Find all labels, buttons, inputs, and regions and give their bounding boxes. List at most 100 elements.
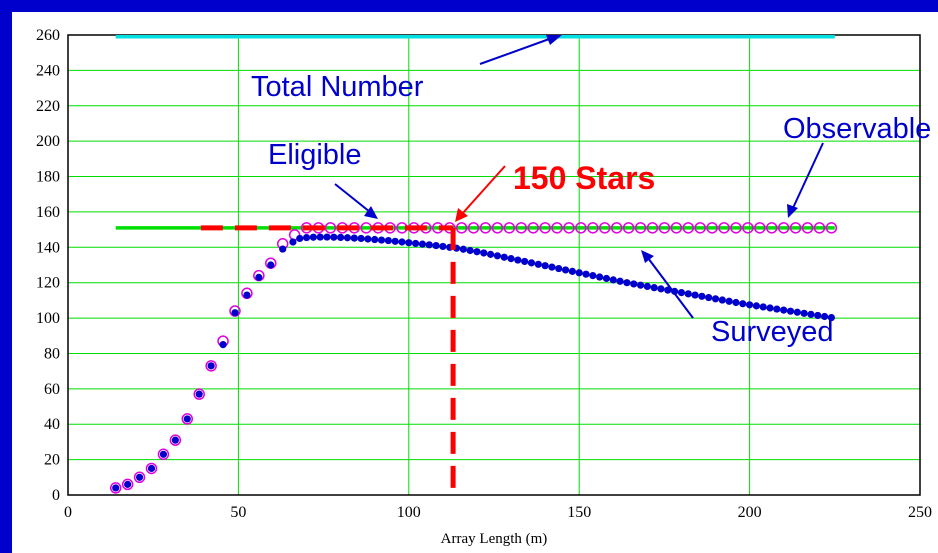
grid xyxy=(68,35,920,495)
series-surveyed-point xyxy=(219,341,227,349)
series-surveyed-point xyxy=(425,241,433,249)
series-observable-point xyxy=(121,478,134,491)
series-surveyed-point xyxy=(171,436,179,444)
series-observable-point xyxy=(145,462,158,475)
series-surveyed-point xyxy=(636,281,645,289)
series-surveyed-point xyxy=(623,279,631,287)
series-surveyed-point xyxy=(343,234,352,242)
x-tick-label: 100 xyxy=(397,504,421,521)
series-surveyed-point xyxy=(330,233,338,241)
y-tick-label: 40 xyxy=(44,416,60,433)
arrow-150-stars xyxy=(461,165,506,215)
series-surveyed-point xyxy=(391,237,399,245)
series-surveyed-point xyxy=(309,233,317,241)
series-surveyed-point xyxy=(147,464,156,473)
series-observable-point xyxy=(455,222,468,234)
series-surveyed-point xyxy=(466,246,474,255)
series-surveyed-point xyxy=(548,263,556,271)
series-surveyed-point xyxy=(657,285,665,293)
series-observable-point xyxy=(801,222,814,234)
series-surveyed-point xyxy=(596,273,604,281)
annotation-150-stars: 150 Stars xyxy=(513,160,655,196)
series-observable-point xyxy=(610,222,623,234)
series-observable-point xyxy=(169,434,182,446)
series-surveyed-point xyxy=(135,473,144,481)
series-surveyed-point xyxy=(486,250,495,258)
series-surveyed-point xyxy=(384,236,392,245)
series-observable-point xyxy=(193,388,205,400)
arrowhead-surveyed xyxy=(641,250,654,263)
series-observable-point xyxy=(587,222,599,234)
series-surveyed-point xyxy=(691,291,699,299)
series-surveyed-point xyxy=(473,248,481,256)
x-tick-label: 0 xyxy=(64,504,72,521)
series-observable-point xyxy=(742,222,754,234)
series-surveyed-point xyxy=(302,233,311,242)
series-surveyed-point xyxy=(432,241,440,250)
y-tick-label: 220 xyxy=(36,98,60,115)
series-surveyed-point xyxy=(418,240,427,248)
series-observable-point xyxy=(324,222,337,234)
series-surveyed-point xyxy=(357,234,365,243)
series-observable-point xyxy=(813,222,826,234)
series-observable-point xyxy=(515,222,528,234)
arrow-surveyed xyxy=(647,257,694,319)
series-surveyed-point xyxy=(207,362,215,370)
series-surveyed-point xyxy=(589,272,597,280)
series-surveyed-point xyxy=(780,306,788,314)
series-surveyed-point xyxy=(405,239,413,247)
series-surveyed-point xyxy=(195,390,203,398)
series-observable-point xyxy=(109,482,122,494)
arrowhead-observable xyxy=(787,204,798,218)
series-surveyed-point xyxy=(255,273,263,281)
x-tick-label: 200 xyxy=(738,504,762,521)
series-surveyed-point xyxy=(364,235,372,243)
series-observable-point xyxy=(694,222,706,234)
annotation-surveyed: Surveyed xyxy=(711,316,834,348)
series-surveyed-point xyxy=(827,313,835,322)
series-surveyed-point xyxy=(534,260,542,268)
series-surveyed-point xyxy=(786,307,795,315)
series-surveyed-point xyxy=(459,245,467,253)
series-surveyed-point xyxy=(568,267,576,275)
series-surveyed-point xyxy=(514,256,522,264)
y-tick-label: 60 xyxy=(44,381,60,398)
x-tick-label: 150 xyxy=(567,504,591,521)
series-observable-point xyxy=(551,222,563,234)
series-observable-point xyxy=(599,222,611,234)
arrow-total-number xyxy=(479,37,553,65)
series-surveyed-point xyxy=(561,266,570,274)
series-observable-point xyxy=(789,222,802,234)
series-observable-point xyxy=(467,222,480,234)
series-surveyed-point xyxy=(752,302,761,310)
y-tick-label: 180 xyxy=(36,169,60,186)
x-tick-label: 50 xyxy=(230,504,246,521)
series-surveyed-point xyxy=(630,280,638,288)
series-observable-point xyxy=(718,222,730,234)
series-surveyed-point xyxy=(609,276,617,284)
series-surveyed-point xyxy=(677,289,686,297)
series-observable-point xyxy=(157,448,170,461)
series-observable-point xyxy=(503,222,516,234)
y-tick-label: 120 xyxy=(36,275,60,292)
x-tick-label: 250 xyxy=(908,504,932,521)
series-surveyed-point xyxy=(541,262,549,270)
series-surveyed-point xyxy=(759,303,767,311)
series-observable-point xyxy=(205,360,217,372)
y-tick-label: 240 xyxy=(36,62,60,79)
series-observable-point xyxy=(754,222,766,234)
series-observable-point xyxy=(682,222,695,234)
series-surveyed-point xyxy=(800,309,808,317)
series-observable-point xyxy=(706,222,718,234)
series-surveyed-point xyxy=(766,304,774,312)
series-surveyed-point xyxy=(371,235,379,244)
series-surveyed-point xyxy=(773,305,781,313)
series-surveyed-point xyxy=(279,245,287,253)
series-surveyed-point xyxy=(124,480,132,488)
annotation-eligible: Eligible xyxy=(268,139,362,171)
series-surveyed-point xyxy=(337,233,345,241)
series-observable-point xyxy=(491,222,504,234)
series-observable-point xyxy=(527,222,539,234)
